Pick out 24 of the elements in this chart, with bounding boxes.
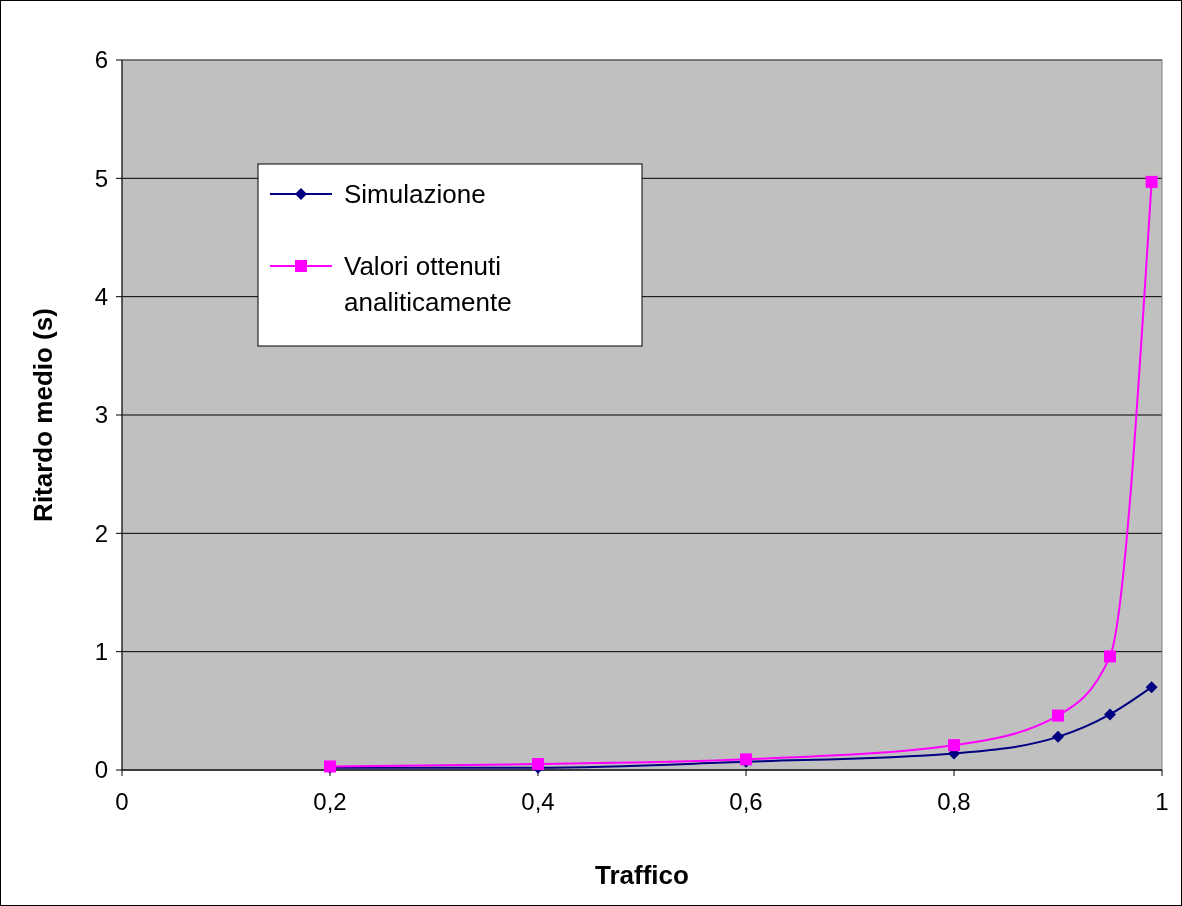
point <box>1052 709 1064 722</box>
point <box>1104 650 1116 663</box>
x-tick-label: 0,6 <box>729 788 763 815</box>
y-tick-label: 4 <box>94 283 108 311</box>
x-tick-label: 0,4 <box>521 788 555 815</box>
point <box>948 739 960 752</box>
y-tick-label: 2 <box>94 519 108 547</box>
x-tick-label: 0,8 <box>937 788 971 815</box>
legend-label: Valori ottenuti analiticamente <box>344 251 512 318</box>
x-axis-title: Traffico <box>595 860 689 890</box>
y-tick-label: 1 <box>94 638 108 666</box>
point <box>1145 681 1158 694</box>
point <box>1052 730 1064 743</box>
y-axis-title: Ritardo medio (s) <box>28 308 58 522</box>
y-tick-label: 5 <box>94 164 108 192</box>
point <box>1145 175 1158 188</box>
x-tick-label: 0,2 <box>313 788 347 815</box>
legend-label: Simulazione <box>344 179 486 210</box>
y-tick-label: 0 <box>94 756 108 784</box>
x-tick-label: 1 <box>1155 788 1169 815</box>
x-tick-label: 0 <box>115 788 129 815</box>
y-tick-label: 6 <box>94 46 108 74</box>
point <box>1104 708 1116 721</box>
y-tick-label: 3 <box>94 401 108 429</box>
